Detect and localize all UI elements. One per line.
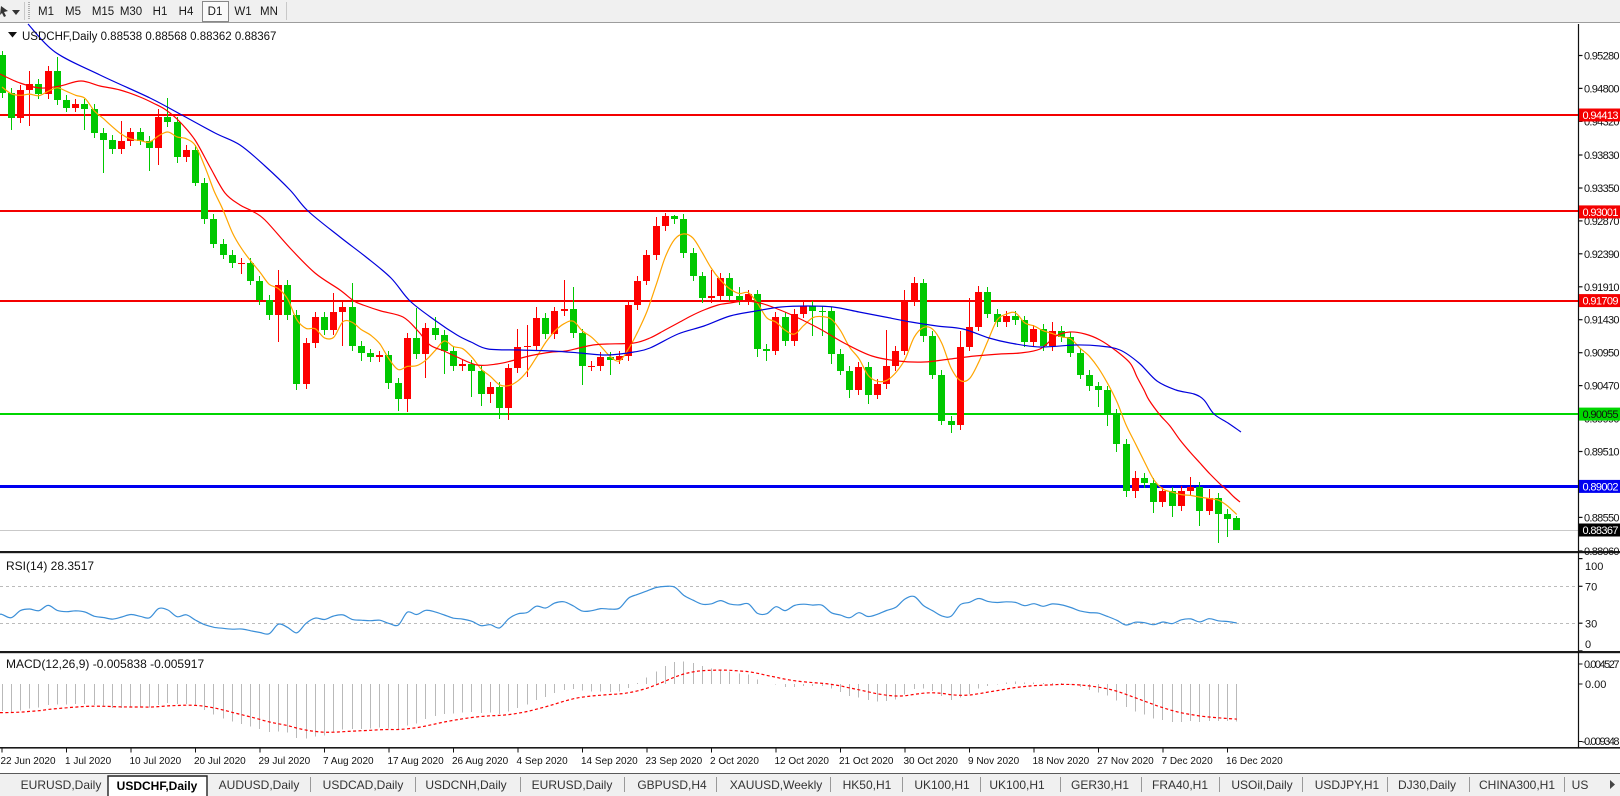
svg-text:0.93001: 0.93001: [1583, 207, 1619, 219]
svg-text:30 Oct 2020: 30 Oct 2020: [904, 756, 959, 767]
svg-text:UK100,H1: UK100,H1: [989, 778, 1045, 792]
svg-text:0.88060: 0.88060: [1584, 546, 1620, 558]
svg-text:0.89002: 0.89002: [1583, 481, 1619, 493]
svg-text:0.93350: 0.93350: [1584, 183, 1620, 195]
svg-text:27 Nov 2020: 27 Nov 2020: [1097, 756, 1154, 767]
svg-text:1 Jul 2020: 1 Jul 2020: [65, 756, 112, 767]
svg-text:USOil,Daily: USOil,Daily: [1231, 778, 1292, 792]
svg-text:USDCAD,Daily: USDCAD,Daily: [323, 778, 404, 792]
svg-text:EURUSD,Daily: EURUSD,Daily: [21, 778, 102, 792]
svg-text:0.90950: 0.90950: [1584, 348, 1620, 360]
svg-text:0.004527: 0.004527: [1584, 659, 1620, 671]
svg-text:M15: M15: [92, 6, 114, 18]
svg-text:2 Oct 2020: 2 Oct 2020: [710, 756, 759, 767]
svg-text:EURUSD,Daily: EURUSD,Daily: [532, 778, 613, 792]
svg-text:70: 70: [1585, 582, 1597, 594]
svg-text:0.94800: 0.94800: [1584, 83, 1620, 95]
svg-text:21 Oct 2020: 21 Oct 2020: [839, 756, 894, 767]
svg-text:0.93830: 0.93830: [1584, 150, 1620, 162]
svg-text:H1: H1: [153, 6, 168, 18]
svg-text:GBPUSD,H4: GBPUSD,H4: [637, 778, 707, 792]
svg-text:7 Dec 2020: 7 Dec 2020: [1162, 756, 1214, 767]
svg-text:100: 100: [1585, 561, 1603, 573]
svg-text:-0.009348: -0.009348: [1582, 736, 1620, 748]
svg-text:USDCNH,Daily: USDCNH,Daily: [425, 778, 506, 792]
svg-text:USDCHF,Daily 0.88538 0.88568 0: USDCHF,Daily 0.88538 0.88568 0.88362 0.8…: [22, 31, 276, 43]
svg-text:FRA40,H1: FRA40,H1: [1152, 778, 1208, 792]
svg-text:0.91430: 0.91430: [1584, 315, 1620, 327]
svg-text:0.94413: 0.94413: [1583, 110, 1619, 122]
svg-text:D1: D1: [208, 6, 223, 18]
svg-text:30: 30: [1585, 619, 1597, 631]
svg-text:GER30,H1: GER30,H1: [1071, 778, 1129, 792]
svg-text:29 Jul 2020: 29 Jul 2020: [259, 756, 311, 767]
svg-text:AUDUSD,Daily: AUDUSD,Daily: [219, 778, 300, 792]
svg-text:20 Jul 2020: 20 Jul 2020: [194, 756, 246, 767]
svg-text:0.88550: 0.88550: [1584, 512, 1620, 524]
svg-text:0.91709: 0.91709: [1583, 296, 1619, 308]
svg-text:0.88367: 0.88367: [1583, 525, 1619, 537]
svg-text:4 Sep 2020: 4 Sep 2020: [517, 756, 569, 767]
svg-text:0.95280: 0.95280: [1584, 51, 1620, 63]
svg-text:XAUUSD,Weekly: XAUUSD,Weekly: [730, 778, 822, 792]
svg-text:USDJPY,H1: USDJPY,H1: [1315, 778, 1380, 792]
svg-text:RSI(14) 28.3517: RSI(14) 28.3517: [6, 559, 94, 573]
svg-text:M5: M5: [65, 6, 81, 18]
svg-text:UK100,H1: UK100,H1: [914, 778, 970, 792]
svg-text:0.94320: 0.94320: [1584, 116, 1620, 128]
svg-text:10 Jul 2020: 10 Jul 2020: [130, 756, 182, 767]
svg-text:12 Oct 2020: 12 Oct 2020: [775, 756, 830, 767]
svg-text:9 Nov 2020: 9 Nov 2020: [968, 756, 1020, 767]
svg-text:US: US: [1572, 778, 1589, 792]
svg-text:0.91910: 0.91910: [1584, 282, 1620, 294]
svg-text:14 Sep 2020: 14 Sep 2020: [581, 756, 638, 767]
svg-text:USDCHF,Daily: USDCHF,Daily: [117, 779, 198, 793]
svg-text:26 Aug 2020: 26 Aug 2020: [452, 756, 509, 767]
svg-text:17 Aug 2020: 17 Aug 2020: [388, 756, 445, 767]
svg-text:M30: M30: [120, 6, 142, 18]
svg-text:MACD(12,26,9) -0.005838 -0.005: MACD(12,26,9) -0.005838 -0.005917: [6, 657, 204, 671]
svg-text:0.92870: 0.92870: [1584, 216, 1620, 228]
svg-text:0.92390: 0.92390: [1584, 249, 1620, 261]
svg-text:HK50,H1: HK50,H1: [843, 778, 892, 792]
svg-text:CHINA300,H1: CHINA300,H1: [1479, 778, 1555, 792]
svg-text:0.90470: 0.90470: [1584, 381, 1620, 393]
svg-text:0.00: 0.00: [1585, 679, 1606, 691]
svg-text:DJ30,Daily: DJ30,Daily: [1398, 778, 1456, 792]
svg-text:18 Nov 2020: 18 Nov 2020: [1033, 756, 1090, 767]
svg-text:23 Sep 2020: 23 Sep 2020: [646, 756, 703, 767]
svg-text:0.89510: 0.89510: [1584, 447, 1620, 459]
svg-text:H4: H4: [179, 6, 194, 18]
svg-text:W1: W1: [234, 6, 251, 18]
svg-text:MN: MN: [260, 6, 278, 18]
svg-text:M1: M1: [38, 6, 54, 18]
svg-text:22 Jun 2020: 22 Jun 2020: [1, 756, 56, 767]
svg-text:7 Aug 2020: 7 Aug 2020: [323, 756, 374, 767]
svg-text:16 Dec 2020: 16 Dec 2020: [1226, 756, 1283, 767]
svg-text:0: 0: [1585, 639, 1591, 651]
svg-text:0.90055: 0.90055: [1583, 409, 1619, 421]
